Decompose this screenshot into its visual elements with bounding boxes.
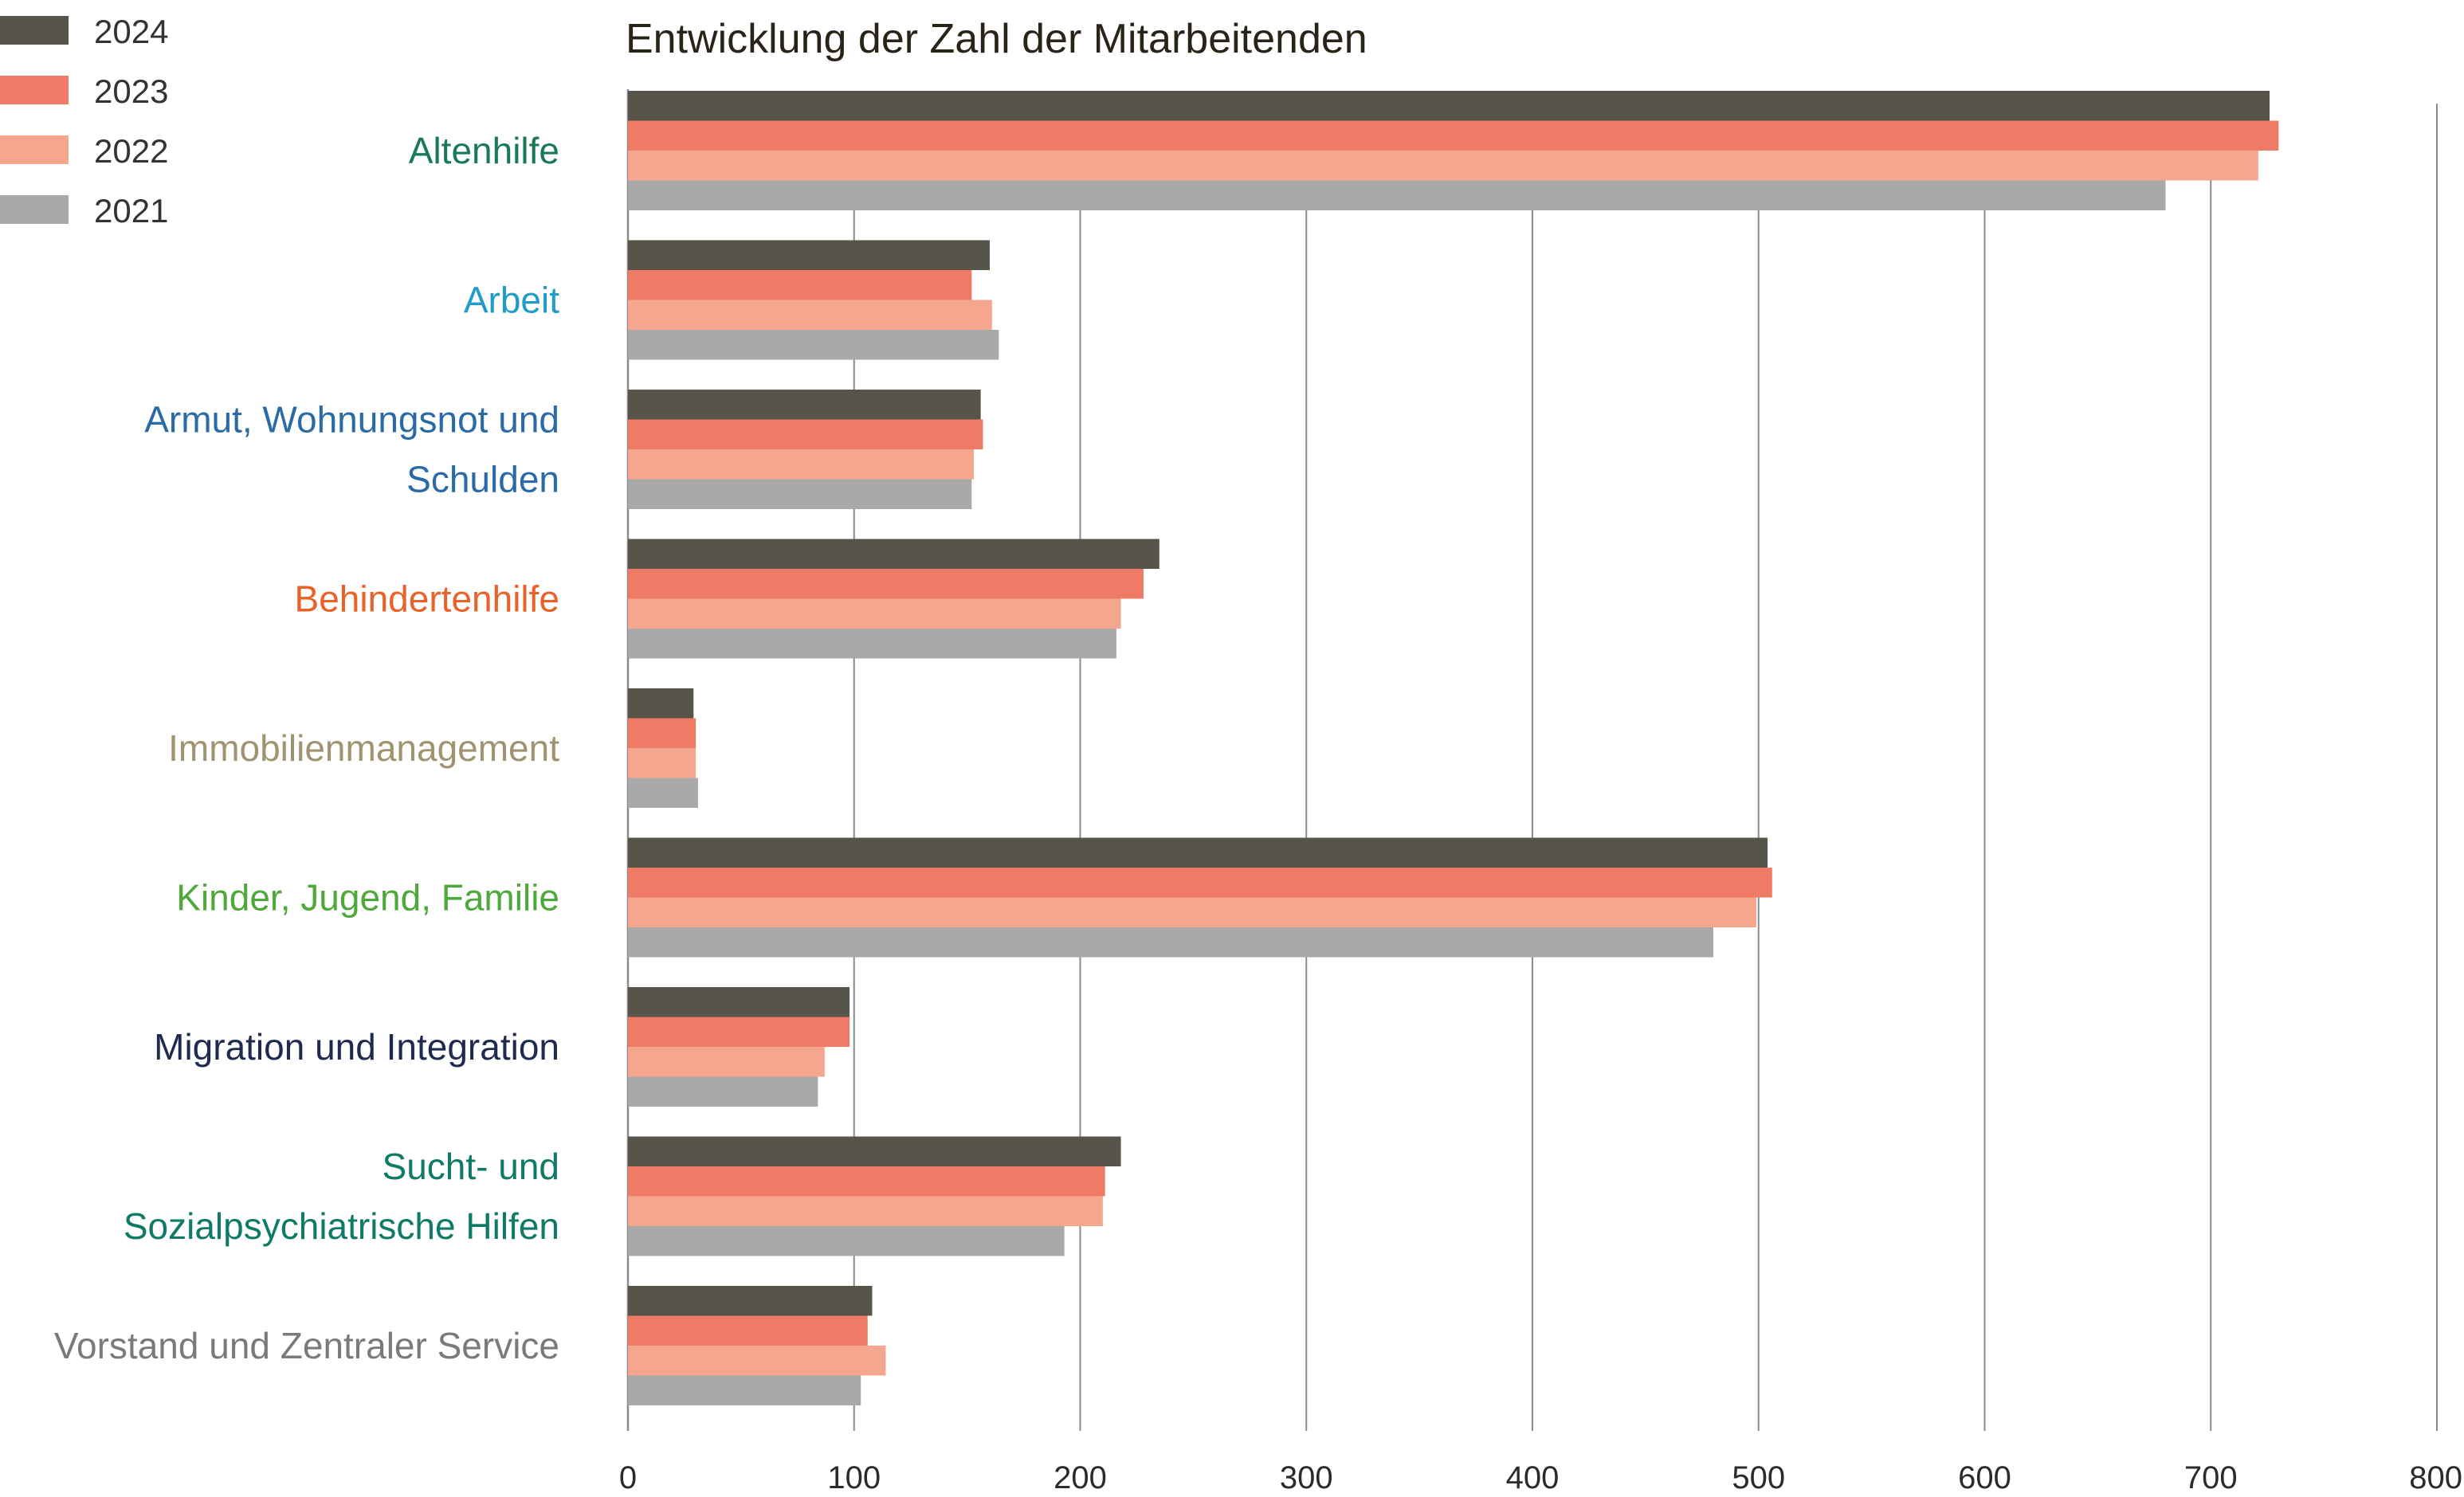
x-axis: 0 100 200 300 400 500 600 700 800: [619, 1460, 2462, 1495]
category-label: Sucht- und Sozialpsychiatrische Hilfen: [124, 1146, 559, 1247]
bar: [628, 718, 696, 748]
category-label: Migration und Integration: [154, 1026, 559, 1068]
bar: [628, 1047, 825, 1077]
x-tick-label: 600: [1958, 1460, 2011, 1493]
legend-item: 2022: [0, 132, 168, 170]
category-label: Immobilienmanagement: [168, 727, 559, 769]
category-labels: Altenhilfe Arbeit Armut, Wohnungsnot und Sc…: [54, 130, 559, 1366]
legend-item: 2024: [0, 13, 168, 50]
bar: [628, 688, 694, 719]
legend-swatch: [0, 135, 69, 164]
bar: [628, 778, 698, 808]
bar-group: [628, 91, 2279, 210]
bar-group: [628, 240, 999, 360]
legend-label: 2023: [94, 72, 168, 110]
legend-item: 2023: [0, 72, 168, 110]
bar-group: [628, 1286, 886, 1405]
chart-title: Entwicklung der Zahl der Mitarbeitenden: [626, 16, 1367, 62]
bar: [628, 927, 1713, 958]
bar: [628, 1196, 1103, 1226]
x-tick-label: 700: [2184, 1460, 2238, 1493]
bar: [628, 300, 992, 330]
bar: [628, 1166, 1105, 1197]
bar: [628, 837, 1768, 868]
legend-swatch: [0, 195, 69, 224]
bars: [628, 91, 2279, 1405]
x-tick-label: 100: [827, 1460, 881, 1493]
bar: [628, 748, 696, 778]
category-label: Armut, Wohnungsnot und Schulden: [144, 399, 559, 500]
bar: [628, 629, 1116, 659]
bar: [628, 1017, 850, 1047]
bar: [628, 1375, 861, 1405]
bar: [628, 539, 1159, 569]
legend-swatch: [0, 16, 69, 45]
legend-swatch: [0, 76, 69, 104]
x-tick-label: 300: [1280, 1460, 1333, 1493]
bar: [628, 91, 2270, 121]
bar-group: [628, 987, 850, 1107]
bar: [628, 1315, 868, 1346]
legend-item: 2021: [0, 192, 168, 229]
category-label: Kinder, Jugend, Familie: [176, 877, 559, 919]
bar-group: [628, 539, 1159, 659]
bar-group: [628, 837, 1772, 958]
legend-label: 2022: [94, 132, 168, 170]
category-label: Arbeit: [464, 280, 559, 321]
bar: [628, 1286, 873, 1316]
category-label: Vorstand und Zentraler Service: [54, 1325, 559, 1366]
x-tick-label: 800: [2409, 1460, 2462, 1493]
category-label: Behindertenhilfe: [295, 578, 559, 620]
bar: [628, 868, 1772, 898]
x-tick-label: 200: [1053, 1460, 1107, 1493]
legend: 2024 2023 2022 2021: [0, 13, 168, 229]
bar: [628, 569, 1144, 599]
legend-label: 2024: [94, 13, 168, 50]
bar: [628, 987, 850, 1017]
bar-group: [628, 688, 698, 808]
bar: [628, 449, 975, 480]
bar: [628, 120, 2279, 151]
bar: [628, 1136, 1121, 1166]
bar: [628, 240, 990, 270]
bar: [628, 1346, 886, 1376]
x-tick-label: 0: [619, 1460, 637, 1493]
legend-label: 2021: [94, 192, 168, 229]
bar: [628, 598, 1121, 629]
bar-group: [628, 1136, 1121, 1256]
x-tick-label: 400: [1506, 1460, 1560, 1493]
bar: [628, 330, 999, 360]
bar: [628, 151, 2258, 181]
x-tick-label: 500: [1732, 1460, 1785, 1493]
bar: [628, 897, 1756, 927]
bar-group: [628, 390, 983, 509]
bar: [628, 1226, 1065, 1256]
bar: [628, 479, 972, 509]
bar: [628, 419, 983, 449]
bar: [628, 1076, 818, 1107]
bar: [628, 390, 981, 420]
category-label: Altenhilfe: [409, 130, 559, 171]
bar: [628, 180, 2166, 210]
bar: [628, 270, 972, 300]
